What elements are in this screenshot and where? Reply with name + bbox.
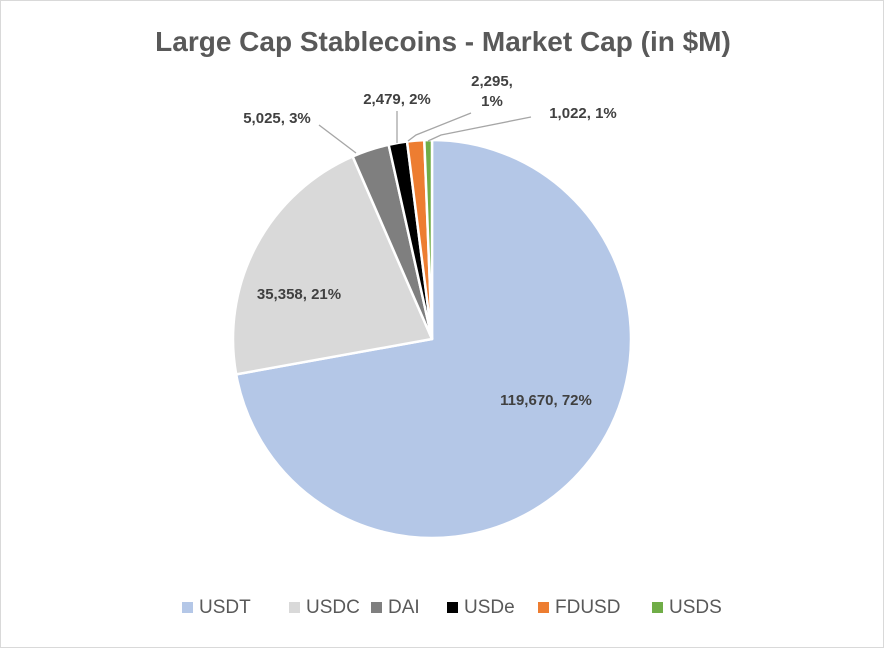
legend-label-usdc: USDC: [306, 597, 360, 618]
data-label-usdt: 119,670, 72%: [500, 392, 592, 409]
data-label-fdusd: 2,295, 1%: [471, 73, 513, 110]
legend-swatch-usds: [652, 602, 663, 613]
legend-swatch-fdusd: [538, 602, 549, 613]
data-label-usds: 1,022, 1%: [549, 105, 617, 122]
pie-slice-usdc: [231, 155, 434, 376]
legend-swatch-usdc: [289, 602, 300, 613]
leader-line-dai: [318, 124, 357, 154]
legend-swatch-dai: [371, 602, 382, 613]
pie-slice-usds: [423, 138, 434, 341]
chart-title: Large Cap Stablecoins - Market Cap (in $…: [155, 26, 731, 57]
legend-label-usdt: USDT: [199, 597, 251, 618]
data-label-usdc: 35,358, 21%: [257, 286, 341, 303]
leader-line-usds: [427, 116, 532, 142]
legend-swatch-usdt: [182, 602, 193, 613]
leader-line-fdusd: [407, 112, 472, 142]
legend-label-fdusd: FDUSD: [555, 597, 620, 618]
chart-legend: USDT USDC DAI USDe FDUSD USDS: [182, 597, 722, 618]
legend-label-dai: DAI: [388, 597, 420, 618]
legend-label-usde: USDe: [464, 597, 515, 618]
data-label-dai: 5,025, 3%: [243, 110, 311, 127]
legend-swatch-usde: [447, 602, 458, 613]
pie-slice-usdt: [234, 138, 633, 540]
legend-label-usds: USDS: [669, 597, 722, 618]
data-label-usde: 2,479, 2%: [363, 91, 431, 108]
